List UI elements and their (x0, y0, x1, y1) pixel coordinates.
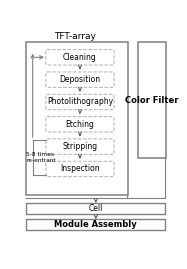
Text: Etching: Etching (65, 120, 94, 129)
Text: Inspection: Inspection (60, 164, 100, 174)
Bar (26, 42, 128, 195)
Bar (138, 42, 166, 158)
Text: Color Filter: Color Filter (125, 95, 179, 105)
Text: Photolithography: Photolithography (47, 97, 113, 107)
Bar (27, 203, 165, 214)
Text: TFT-array: TFT-array (54, 32, 96, 41)
Text: Cleaning: Cleaning (63, 53, 97, 62)
Bar (27, 220, 165, 230)
Text: Stripping: Stripping (62, 142, 97, 151)
Text: Module Assembly: Module Assembly (54, 220, 137, 229)
Text: Cell: Cell (89, 204, 103, 213)
Text: 5-8 times
re-entrant: 5-8 times re-entrant (27, 153, 56, 163)
Text: Deposition: Deposition (59, 75, 101, 84)
